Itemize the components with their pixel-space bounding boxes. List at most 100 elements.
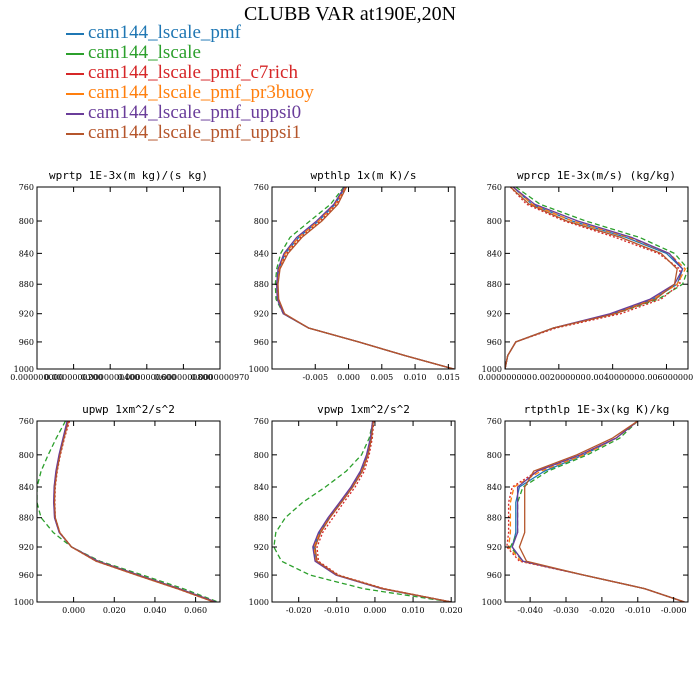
series-line <box>276 187 454 369</box>
panel-title: upwp 1xm^2/s^2 <box>82 403 175 416</box>
chart-panel: wprcp 1E-3x(m/s) (kg/kg) 760 800 840 880 920 9… <box>478 169 693 382</box>
x-tick-label: 0.000000000 <box>478 373 531 382</box>
y-tick-label: 760 <box>254 417 269 426</box>
x-tick-label: 0.0000000600 <box>118 373 177 382</box>
series-line <box>53 421 215 602</box>
x-tick-label: 0.004000000 <box>586 373 639 382</box>
x-tick-label: 0.000000000 <box>10 373 63 382</box>
y-tick-label: 960 <box>254 338 269 347</box>
series-line <box>273 421 452 602</box>
y-tick-label: 840 <box>254 483 269 492</box>
series-group <box>37 421 219 602</box>
y-tick-label: 760 <box>19 183 34 192</box>
legend-swatch <box>66 133 84 135</box>
y-tick-label: 1000 <box>14 598 34 607</box>
plot-frame <box>36 186 221 370</box>
x-tick-label: -0.020 <box>286 606 312 615</box>
page-title: CLUBB VAR at190E,20N <box>243 3 457 25</box>
legend-swatch <box>66 113 84 115</box>
x-tick-label: -0.040 <box>517 606 543 615</box>
y-tick-label: 840 <box>487 483 502 492</box>
x-tick-label: 0.0000000970 <box>191 373 250 382</box>
x-tick-label: -0.010 <box>324 606 350 615</box>
y-tick-label: 920 <box>487 543 502 552</box>
y-tick-label: 960 <box>19 571 34 580</box>
x-tick-label: 0.002000000 <box>532 373 585 382</box>
y-tick-label: 840 <box>254 249 269 258</box>
series-line <box>276 187 454 369</box>
series-line <box>505 187 681 369</box>
y-tick-label: 800 <box>487 451 502 460</box>
y-tick-label: 840 <box>487 249 502 258</box>
y-tick-label: 880 <box>254 514 269 523</box>
y-tick-label: 1000 <box>482 598 502 607</box>
y-tick-label: 880 <box>254 280 269 289</box>
panel-title: wpthlp 1x(m K)/s <box>311 169 417 182</box>
x-tick-label: 0.0000000400 <box>81 373 140 382</box>
y-tick-label: 920 <box>254 543 269 552</box>
x-tick-label: 0.060 <box>184 606 207 615</box>
chart-panel: upwp 1xm^2/s^2 760 800 840 880 920 960 1000 0.00… <box>14 403 221 615</box>
series-group <box>505 187 688 369</box>
series-line <box>511 421 685 602</box>
y-tick-label: 1000 <box>14 365 34 374</box>
series-line <box>276 187 454 369</box>
legend-swatch <box>66 73 84 75</box>
y-tick-label: 960 <box>487 338 502 347</box>
legend-label: cam144_lscale <box>88 42 201 63</box>
series-group <box>273 421 452 602</box>
y-tick-label: 880 <box>19 280 34 289</box>
x-tick-label: 0.0000000800 <box>154 373 213 382</box>
y-tick-label: 1000 <box>249 365 269 374</box>
y-tick-label: 960 <box>487 571 502 580</box>
panel-title: wprcp 1E-3x(m/s) (kg/kg) <box>517 169 676 182</box>
panel-title: rtpthlp 1E-3x(kg K)/kg <box>524 403 670 416</box>
plot-frame <box>36 420 221 603</box>
y-tick-label: 880 <box>19 514 34 523</box>
legend-label: cam144_lscale_pmf_uppsi1 <box>88 122 302 143</box>
chart-panel: rtpthlp 1E-3x(kg K)/kg 760 800 840 880 920 960… <box>482 403 689 615</box>
x-tick-label: 0.000 <box>363 606 386 615</box>
legend-label: cam144_lscale_pmf_pr3buoy <box>88 82 314 103</box>
x-tick-label: 0.015 <box>437 373 460 382</box>
y-tick-label: 760 <box>254 183 269 192</box>
y-tick-label: 760 <box>19 417 34 426</box>
plot-frame <box>504 186 689 370</box>
x-tick-label: 0.006000000 <box>640 373 693 382</box>
plot-frame <box>271 420 456 603</box>
series-line <box>274 187 454 369</box>
series-line <box>505 187 684 369</box>
x-tick-label: -0.020 <box>589 606 615 615</box>
x-tick-label: 0.020 <box>103 606 126 615</box>
y-tick-label: 800 <box>19 451 34 460</box>
x-tick-label: -0.000 <box>661 606 687 615</box>
series-group <box>274 187 454 369</box>
plot-frame <box>504 420 689 603</box>
series-line <box>518 421 685 602</box>
legend-label: cam144_lscale_pmf <box>88 22 242 43</box>
legend-label: cam144_lscale_pmf_c7rich <box>88 62 298 83</box>
series-line <box>314 421 452 602</box>
x-tick-label: 0.000 <box>62 606 85 615</box>
y-tick-label: 920 <box>487 310 502 319</box>
y-tick-label: 1000 <box>482 365 502 374</box>
y-tick-label: 960 <box>19 338 34 347</box>
x-tick-label: 0.000 <box>337 373 360 382</box>
series-line <box>505 187 684 369</box>
series-line <box>277 187 454 369</box>
panel-title: wprtp 1E-3x(m kg)/(s kg) <box>49 169 208 182</box>
series-line <box>37 421 219 602</box>
y-tick-label: 920 <box>254 310 269 319</box>
x-tick-label: 0.005 <box>370 373 393 382</box>
x-tick-label: -0.005 <box>302 373 328 382</box>
y-tick-label: 920 <box>19 310 34 319</box>
x-tick-label: 0.010 <box>402 606 425 615</box>
chart-panel: vpwp 1xm^2/s^2 760 800 840 880 920 960 1000 -0.0… <box>249 403 463 615</box>
series-line <box>312 421 452 602</box>
x-tick-label: 0.010 <box>404 373 427 382</box>
y-tick-label: 800 <box>19 217 34 226</box>
plot-frame <box>271 186 456 370</box>
panel-title: vpwp 1xm^2/s^2 <box>317 403 410 416</box>
y-tick-label: 840 <box>19 249 34 258</box>
